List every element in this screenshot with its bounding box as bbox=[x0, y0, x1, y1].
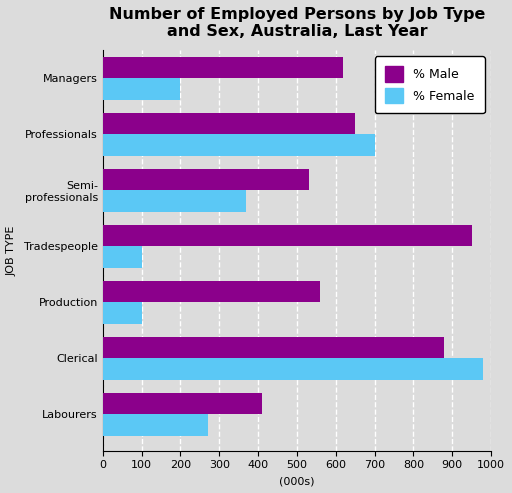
Bar bbox=[103, 190, 246, 211]
Title: Number of Employed Persons by Job Type
and Sex, Australia, Last Year: Number of Employed Persons by Job Type a… bbox=[109, 7, 485, 39]
Bar bbox=[103, 78, 180, 100]
Legend: % Male, % Female: % Male, % Female bbox=[375, 57, 485, 113]
Bar bbox=[103, 302, 142, 323]
Bar bbox=[103, 134, 375, 156]
Bar bbox=[103, 225, 472, 246]
X-axis label: (000s): (000s) bbox=[279, 476, 315, 486]
Bar bbox=[103, 57, 344, 78]
Bar bbox=[103, 337, 444, 358]
Bar bbox=[103, 113, 355, 134]
Bar bbox=[103, 358, 483, 380]
Y-axis label: JOB TYPE: JOB TYPE bbox=[7, 225, 17, 276]
Bar bbox=[103, 246, 142, 268]
Bar bbox=[103, 414, 207, 436]
Bar bbox=[103, 393, 262, 414]
Bar bbox=[103, 169, 309, 190]
Bar bbox=[103, 281, 320, 302]
